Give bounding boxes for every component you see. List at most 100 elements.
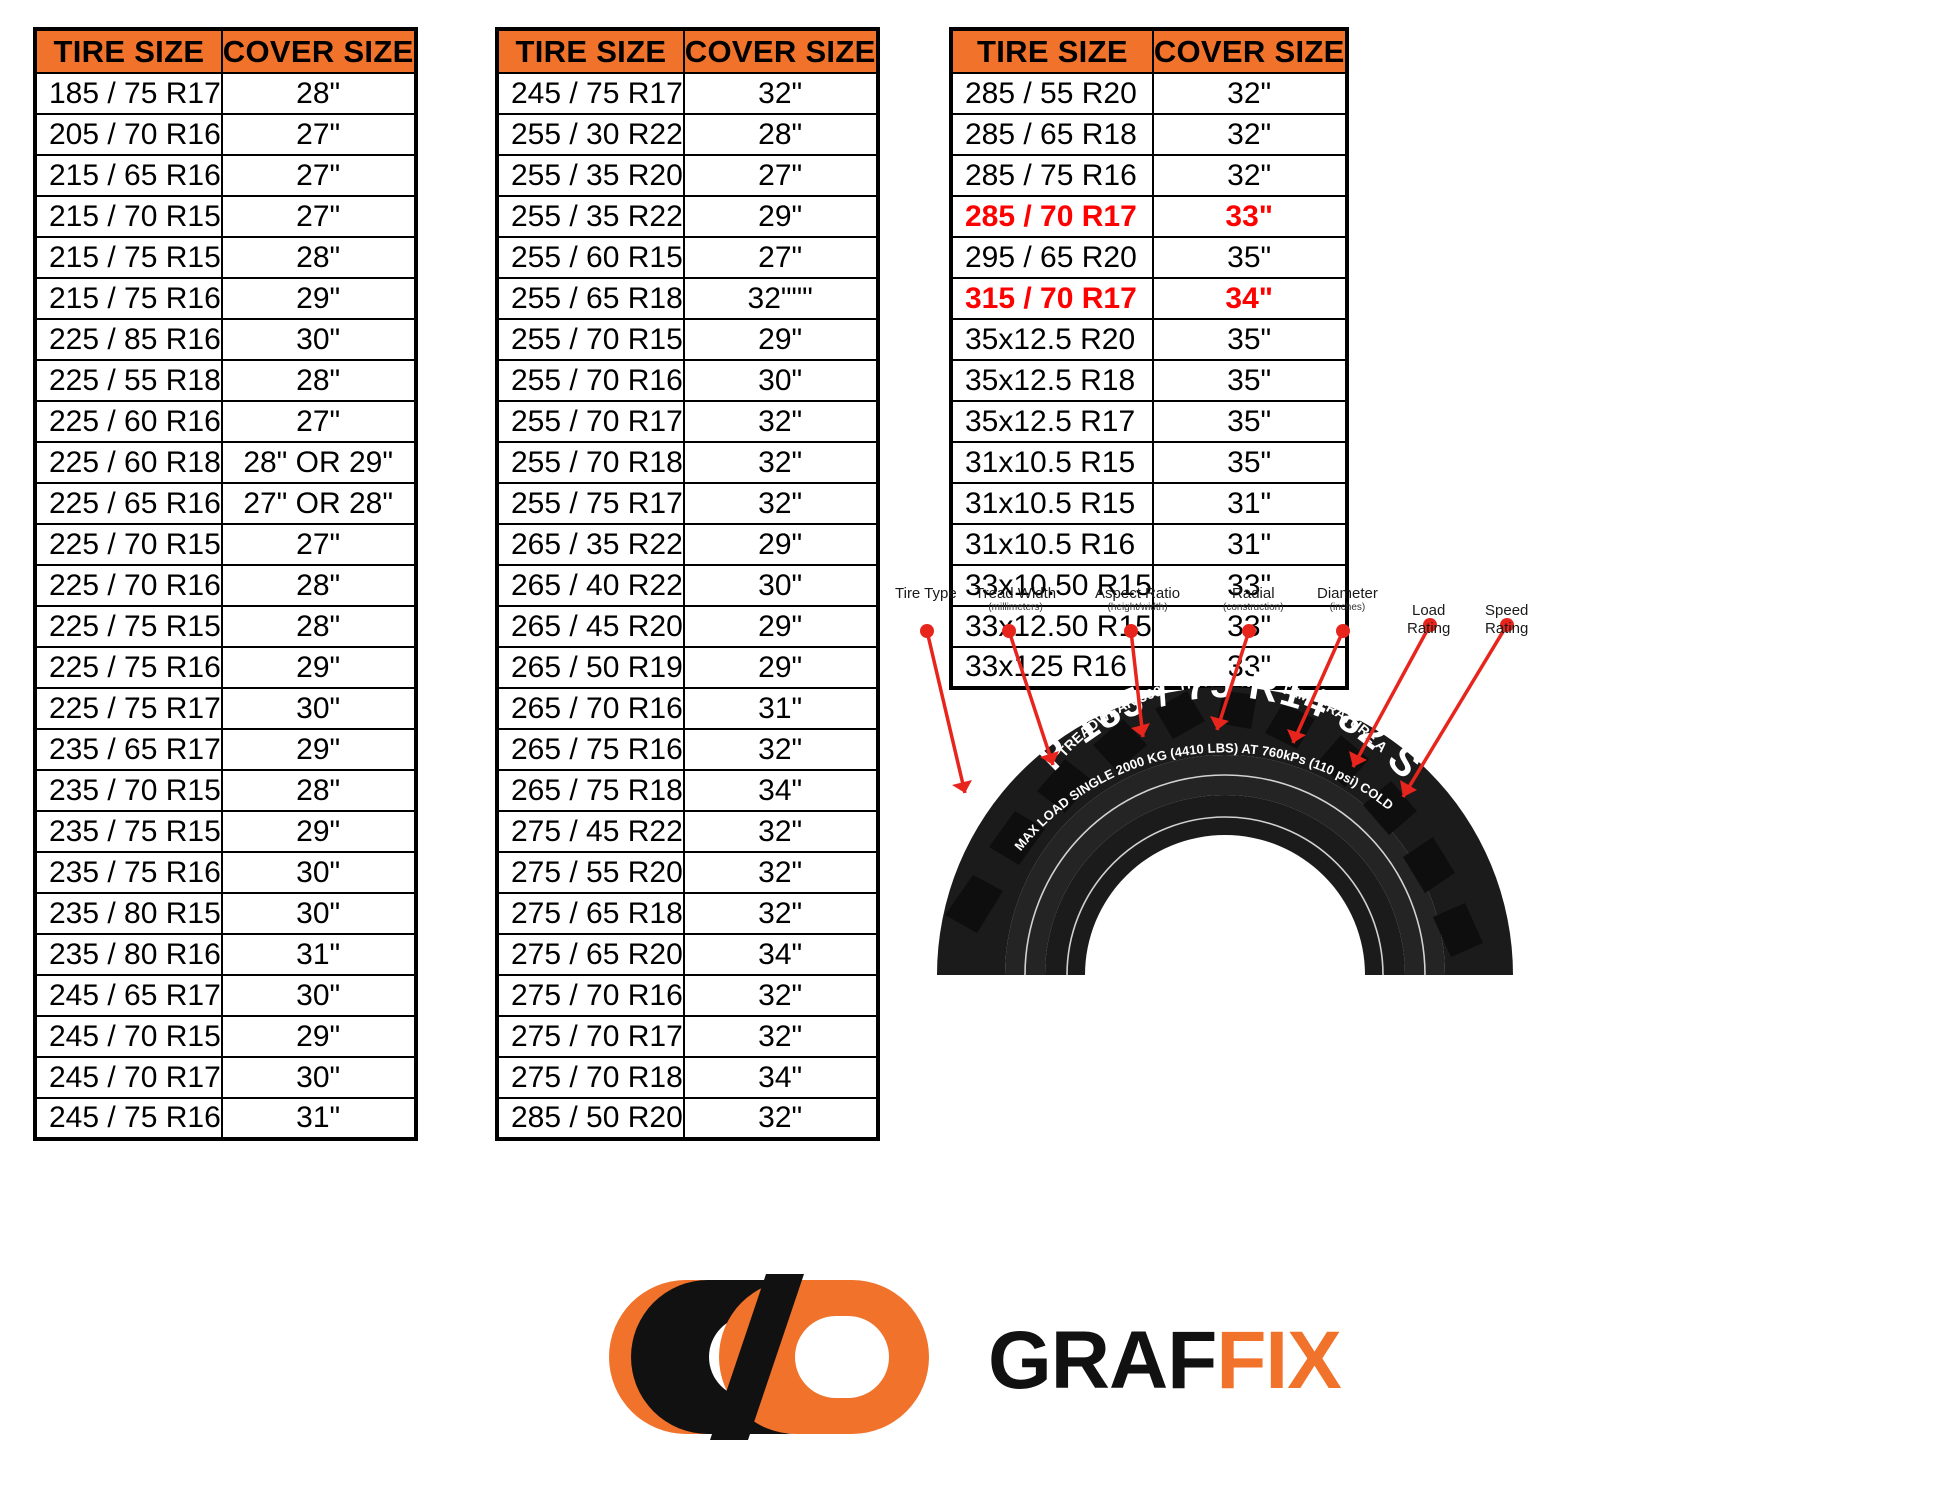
cell-tire-size: 245 / 65 R17 [34, 974, 223, 1017]
cell-tire-size: 265 / 45 R20 [496, 605, 685, 648]
cell-cover-size: 33" [1151, 646, 1348, 689]
table-row: 235 / 80 R15 30" [34, 892, 417, 935]
cell-tire-size: 235 / 80 R15 [34, 892, 223, 935]
cell-cover-size: 29" [220, 646, 417, 689]
table-row: 255 / 75 R17 32" [496, 482, 879, 525]
cell-tire-size: 265 / 70 R16 [496, 687, 685, 730]
table-row: 265 / 40 R22 30" [496, 564, 879, 607]
table-row: 275 / 70 R17 32" [496, 1015, 879, 1058]
tire-sidewall-markings-diagram: Tire Type Tread Width (millimeters) Aspe… [885, 585, 1565, 975]
cell-cover-size: 33" [1151, 195, 1348, 238]
table-header-row: TIRE SIZE COVER SIZE [496, 28, 879, 74]
table-row: 315 / 70 R17 34" [950, 277, 1348, 320]
table-row: 215 / 75 R15 28" [34, 236, 417, 279]
cell-cover-size: 32" [682, 482, 879, 525]
cell-cover-size: 30" [682, 359, 879, 402]
table-row: 245 / 70 R15 29" [34, 1015, 417, 1058]
tire-size-table-3: TIRE SIZE COVER SIZE 285 / 55 R20 32" 285 … [949, 27, 1349, 690]
cell-tire-size: 31x10.5 R16 [950, 523, 1154, 566]
cell-tire-size: 235 / 75 R16 [34, 851, 223, 894]
table-row: 225 / 70 R15 27" [34, 523, 417, 566]
cell-cover-size: 32" [682, 1097, 879, 1140]
cell-tire-size: 225 / 75 R17 [34, 687, 223, 730]
table-row: 33x125 R16 33" [950, 646, 1348, 689]
cell-tire-size: 33x12.50 R15 [950, 605, 1154, 648]
table-row: 255 / 70 R18 32" [496, 441, 879, 484]
annotation-pointer-arrowheads [952, 716, 1417, 797]
column-header-cover-size: COVER SIZE [682, 28, 879, 74]
table-row: 31x10.5 R16 31" [950, 523, 1348, 566]
cell-tire-size: 285 / 65 R18 [950, 113, 1154, 156]
cell-cover-size: 28" [220, 236, 417, 279]
table-row: 285 / 65 R18 32" [950, 113, 1348, 156]
table-row: 235 / 70 R15 28" [34, 769, 417, 812]
table-row: 225 / 75 R15 28" [34, 605, 417, 648]
table-body: 285 / 55 R20 32" 285 / 65 R18 32" 285 / 75 R… [950, 72, 1348, 689]
cell-cover-size: 27" OR 28" [220, 482, 417, 525]
cell-tire-size: 225 / 70 R16 [34, 564, 223, 607]
cell-tire-size: 315 / 70 R17 [950, 277, 1154, 320]
cell-tire-size: 275 / 65 R20 [496, 933, 685, 976]
cell-tire-size: 275 / 70 R17 [496, 1015, 685, 1058]
cell-cover-size: 34" [682, 769, 879, 812]
cell-tire-size: 185 / 75 R17 [34, 72, 223, 115]
cell-cover-size: 32" [682, 892, 879, 935]
cell-tire-size: 31x10.5 R15 [950, 482, 1154, 525]
table-row: 255 / 60 R15 27" [496, 236, 879, 279]
cell-cover-size: 32" [1151, 72, 1348, 115]
column-header-tire-size: TIRE SIZE [496, 28, 685, 74]
cell-cover-size: 30" [220, 687, 417, 730]
table-row: 255 / 70 R15 29" [496, 318, 879, 361]
cell-tire-size: 235 / 70 R15 [34, 769, 223, 812]
cell-tire-size: 245 / 70 R15 [34, 1015, 223, 1058]
cell-cover-size: 27" [220, 113, 417, 156]
cell-tire-size: 265 / 75 R16 [496, 728, 685, 771]
table-row: 265 / 45 R20 29" [496, 605, 879, 648]
cell-cover-size: 29" [682, 605, 879, 648]
cell-tire-size: 275 / 65 R18 [496, 892, 685, 935]
cell-cover-size: 31" [220, 933, 417, 976]
cell-cover-size: 32" [682, 72, 879, 115]
sidewall-traction-text: TRACTION A [1176, 673, 1266, 694]
cell-cover-size: 31" [220, 1097, 417, 1140]
cell-tire-size: 235 / 80 R16 [34, 933, 223, 976]
cell-tire-size: 225 / 60 R16 [34, 400, 223, 443]
cell-cover-size: 33" [1151, 564, 1348, 607]
table-row: 235 / 75 R16 30" [34, 851, 417, 894]
table-row: 35x12.5 R17 35" [950, 400, 1348, 443]
table-row: 215 / 70 R15 27" [34, 195, 417, 238]
cell-cover-size: 27" [220, 523, 417, 566]
cell-cover-size: 30" [682, 564, 879, 607]
annotation-speed-rating: Speed Rating [1485, 602, 1529, 637]
cell-tire-size: 205 / 70 R16 [34, 113, 223, 156]
cell-tire-size: 35x12.5 R17 [950, 400, 1154, 443]
cell-cover-size: 35" [1151, 236, 1348, 279]
table-row: 255 / 30 R22 28" [496, 113, 879, 156]
table-body: 245 / 75 R17 32" 255 / 30 R22 28" 255 / 35 R… [496, 72, 879, 1140]
cell-tire-size: 255 / 75 R17 [496, 482, 685, 525]
table-row: 225 / 75 R17 30" [34, 687, 417, 730]
cell-cover-size: 35" [1151, 359, 1348, 402]
logo-wordmark: GRAFFIX [988, 1320, 1342, 1402]
cell-cover-size: 27" [220, 154, 417, 197]
cell-tire-size: 255 / 70 R18 [496, 441, 685, 484]
annotation-pointer-dots [920, 618, 1514, 638]
table-row: 275 / 70 R18 34" [496, 1056, 879, 1099]
table-header-row: TIRE SIZE COVER SIZE [34, 28, 417, 74]
cell-cover-size: 32" [682, 851, 879, 894]
annotation-load-rating: Load Rating [1407, 602, 1451, 637]
cell-cover-size: 32" [682, 974, 879, 1017]
table-row: 235 / 80 R16 31" [34, 933, 417, 976]
sidewall-grooves [1024, 774, 1426, 975]
cell-tire-size: 275 / 45 R22 [496, 810, 685, 853]
table-row: 225 / 75 R16 29" [34, 646, 417, 689]
cell-cover-size: 28" [220, 359, 417, 402]
cell-cover-size: 30" [220, 892, 417, 935]
annotation-tire-type: Tire Type [895, 585, 957, 602]
cell-tire-size: 275 / 70 R18 [496, 1056, 685, 1099]
cell-tire-size: 31x10.5 R15 [950, 441, 1154, 484]
cell-tire-size: 285 / 75 R16 [950, 154, 1154, 197]
table-row: 215 / 75 R16 29" [34, 277, 417, 320]
cell-tire-size: 285 / 70 R17 [950, 195, 1154, 238]
cell-cover-size: 29" [220, 277, 417, 320]
